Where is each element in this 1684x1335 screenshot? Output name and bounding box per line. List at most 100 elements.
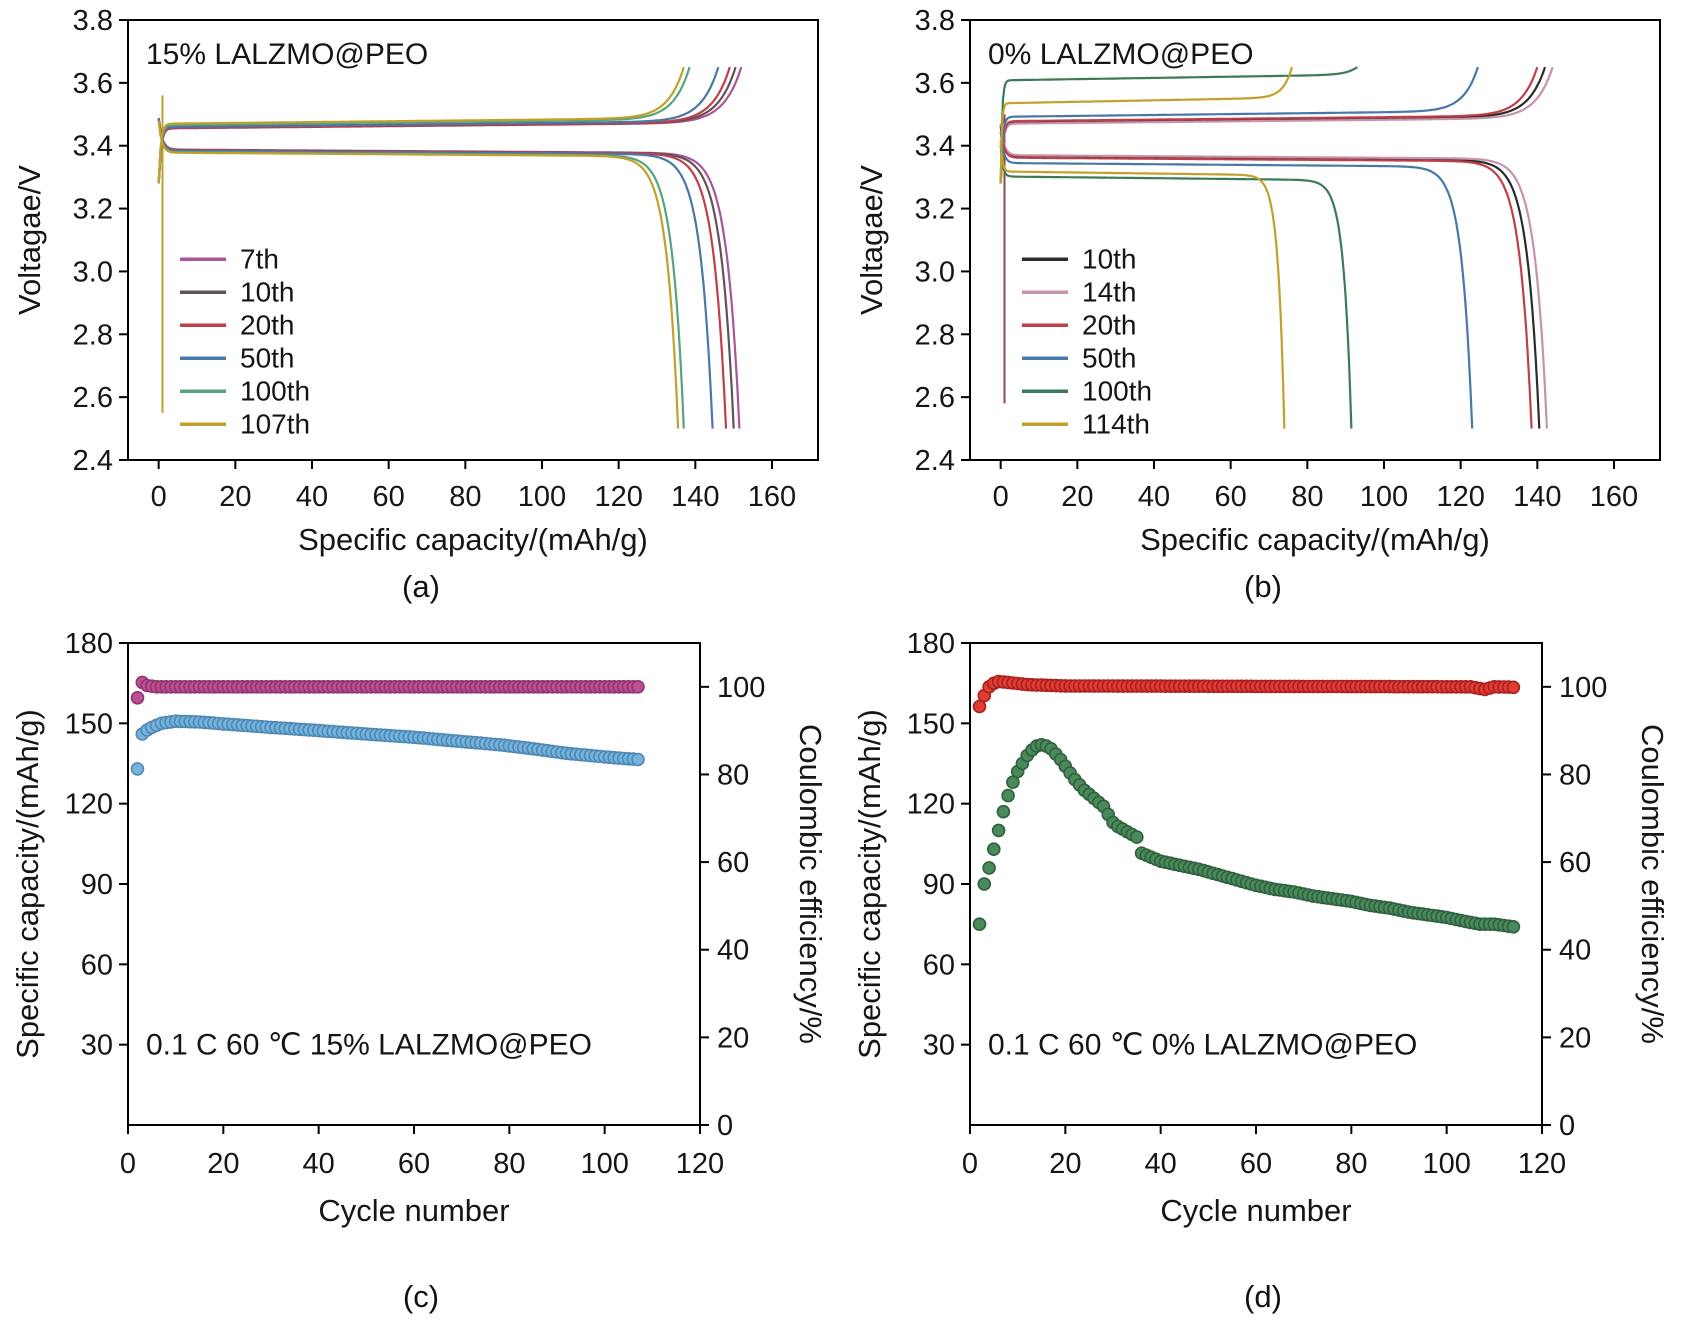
svg-text:80: 80 xyxy=(1335,1148,1367,1180)
svg-text:3.4: 3.4 xyxy=(915,131,955,163)
svg-text:0: 0 xyxy=(962,1148,978,1180)
svg-text:100: 100 xyxy=(717,672,765,704)
svg-text:40: 40 xyxy=(1559,935,1591,967)
svg-text:150: 150 xyxy=(907,708,955,740)
svg-text:40: 40 xyxy=(303,1148,335,1180)
svg-text:30: 30 xyxy=(923,1030,955,1062)
svg-text:3.2: 3.2 xyxy=(915,194,955,226)
svg-text:20: 20 xyxy=(1559,1022,1591,1054)
svg-text:0.1 C 60 ℃ 0% LALZMO@PEO: 0.1 C 60 ℃ 0% LALZMO@PEO xyxy=(988,1029,1417,1062)
svg-text:160: 160 xyxy=(748,481,796,513)
svg-text:100: 100 xyxy=(518,481,566,513)
svg-text:100: 100 xyxy=(1559,672,1607,704)
svg-text:3.4: 3.4 xyxy=(73,131,113,163)
svg-text:107th: 107th xyxy=(240,408,310,439)
svg-text:Coulombic efficiency/%: Coulombic efficiency/% xyxy=(1635,724,1670,1044)
chart-voltage-0pct-lalzmo-peo: 0 20 40 60 80 100 120 140 160 2.4 2.6 2.8 3.0 3.2 3.4 3… xyxy=(854,5,1661,557)
svg-text:50th: 50th xyxy=(240,342,295,373)
svg-text:60: 60 xyxy=(398,1148,430,1180)
svg-text:80: 80 xyxy=(1559,759,1591,791)
svg-text:20: 20 xyxy=(207,1148,239,1180)
caption-c: (c) xyxy=(402,1279,440,1314)
svg-text:3.2: 3.2 xyxy=(73,194,113,226)
svg-text:60: 60 xyxy=(373,481,405,513)
svg-text:3.6: 3.6 xyxy=(915,68,955,100)
svg-text:3.0: 3.0 xyxy=(915,256,955,288)
svg-text:20: 20 xyxy=(1049,1148,1081,1180)
svg-text:Voltagae/V: Voltagae/V xyxy=(854,165,889,315)
svg-text:140: 140 xyxy=(1513,481,1561,513)
svg-text:80: 80 xyxy=(449,481,481,513)
svg-text:30: 30 xyxy=(81,1030,113,1062)
svg-text:3.8: 3.8 xyxy=(915,5,955,37)
caption-b: (b) xyxy=(1244,569,1282,604)
svg-text:60: 60 xyxy=(923,949,955,981)
svg-text:40: 40 xyxy=(1145,1148,1177,1180)
svg-text:0: 0 xyxy=(151,481,167,513)
svg-text:150: 150 xyxy=(65,708,113,740)
chart-cycling-15pct-lalzmo-peo: 0 20 40 60 80 100 120 30 60 90 120 150 180 0 20 40 60 80 1… xyxy=(10,628,828,1228)
svg-text:20: 20 xyxy=(717,1022,749,1054)
svg-text:3.6: 3.6 xyxy=(73,68,113,100)
svg-text:3.0: 3.0 xyxy=(73,256,113,288)
svg-text:Specific capacity/(mAh/g): Specific capacity/(mAh/g) xyxy=(852,709,887,1059)
svg-text:60: 60 xyxy=(1240,1148,1272,1180)
svg-text:160: 160 xyxy=(1590,481,1638,513)
svg-text:90: 90 xyxy=(81,869,113,901)
svg-text:10th: 10th xyxy=(1082,243,1137,274)
svg-text:2.6: 2.6 xyxy=(73,382,113,414)
svg-text:20th: 20th xyxy=(1082,309,1137,340)
svg-text:40: 40 xyxy=(1138,481,1170,513)
panel-d: 0 20 40 60 80 100 120 30 60 90 120 150 180 0 20 40 60 80 1… xyxy=(842,615,1684,1325)
svg-text:60: 60 xyxy=(1215,481,1247,513)
svg-text:0: 0 xyxy=(120,1148,136,1180)
svg-text:60: 60 xyxy=(81,949,113,981)
svg-text:3.8: 3.8 xyxy=(73,5,113,37)
svg-text:180: 180 xyxy=(907,628,955,660)
svg-text:Coulombic efficiency/%: Coulombic efficiency/% xyxy=(793,724,828,1044)
panel-a: 0 20 40 60 80 100 120 140 160 2.4 2.6 2.8 3.0 3.2 3.4 3… xyxy=(0,0,842,615)
svg-text:40: 40 xyxy=(296,481,328,513)
svg-text:Cycle number: Cycle number xyxy=(318,1193,509,1228)
svg-text:140: 140 xyxy=(671,481,719,513)
chart-cycling-0pct-lalzmo-peo: 0 20 40 60 80 100 120 30 60 90 120 150 180 0 20 40 60 80 1… xyxy=(852,628,1670,1228)
svg-text:80: 80 xyxy=(1291,481,1323,513)
svg-text:120: 120 xyxy=(907,789,955,821)
panel-c: 0 20 40 60 80 100 120 30 60 90 120 150 180 0 20 40 60 80 1… xyxy=(0,615,842,1325)
svg-text:100: 100 xyxy=(1360,481,1408,513)
svg-text:114th: 114th xyxy=(1082,408,1150,439)
panel-b: 0 20 40 60 80 100 120 140 160 2.4 2.6 2.8 3.0 3.2 3.4 3… xyxy=(842,0,1684,615)
caption-d: (d) xyxy=(1244,1279,1282,1314)
svg-text:7th: 7th xyxy=(240,243,279,274)
svg-text:20: 20 xyxy=(219,481,251,513)
svg-text:180: 180 xyxy=(65,628,113,660)
chart-voltage-15pct-lalzmo-peo: 0 20 40 60 80 100 120 140 160 2.4 2.6 2.8 3.0 3.2 3.4 3… xyxy=(12,5,819,557)
svg-text:Voltagae/V: Voltagae/V xyxy=(12,165,47,315)
svg-text:0: 0 xyxy=(993,481,1009,513)
svg-text:0: 0 xyxy=(1559,1110,1575,1142)
svg-text:100th: 100th xyxy=(1082,375,1152,406)
svg-text:90: 90 xyxy=(923,869,955,901)
svg-text:80: 80 xyxy=(493,1148,525,1180)
svg-text:Specific capacity/(mAh/g): Specific capacity/(mAh/g) xyxy=(298,522,648,557)
svg-text:60: 60 xyxy=(717,847,749,879)
svg-text:80: 80 xyxy=(717,759,749,791)
svg-text:10th: 10th xyxy=(240,276,295,307)
svg-text:60: 60 xyxy=(1559,847,1591,879)
svg-text:120: 120 xyxy=(1518,1148,1566,1180)
svg-text:2.4: 2.4 xyxy=(73,445,113,477)
svg-text:20th: 20th xyxy=(240,309,295,340)
svg-text:15% LALZMO@PEO: 15% LALZMO@PEO xyxy=(146,38,428,71)
svg-text:40: 40 xyxy=(717,935,749,967)
svg-text:120: 120 xyxy=(1436,481,1484,513)
svg-text:0% LALZMO@PEO: 0% LALZMO@PEO xyxy=(988,38,1254,71)
svg-text:0: 0 xyxy=(717,1110,733,1142)
svg-text:Cycle number: Cycle number xyxy=(1160,1193,1351,1228)
svg-text:100th: 100th xyxy=(240,375,310,406)
caption-a: (a) xyxy=(402,569,440,604)
svg-text:20: 20 xyxy=(1061,481,1093,513)
svg-text:2.6: 2.6 xyxy=(915,382,955,414)
svg-text:2.4: 2.4 xyxy=(915,445,955,477)
svg-text:2.8: 2.8 xyxy=(73,319,113,351)
